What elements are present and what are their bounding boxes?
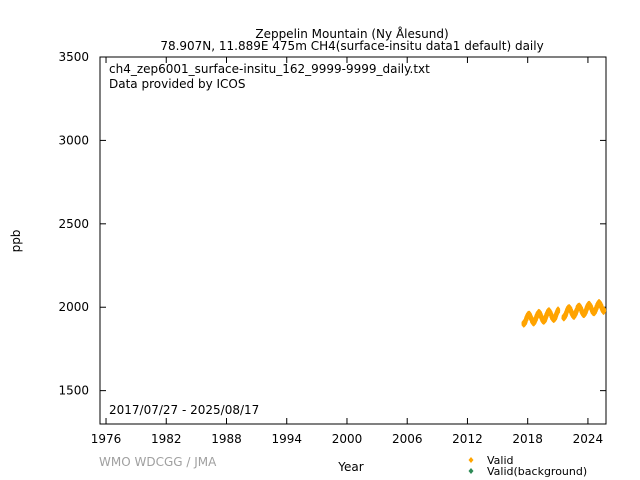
x-tick-label: 2006: [392, 432, 423, 446]
data-point-valid: [556, 309, 561, 315]
y-tick-label: 3000: [58, 133, 89, 147]
data-points: [521, 299, 607, 328]
x-tick-label: 1976: [91, 432, 122, 446]
y-axis: 1500 2000 2500 3000 3500: [58, 50, 606, 398]
provider-label: Data provided by ICOS: [109, 77, 245, 91]
x-tick-label: 1982: [151, 432, 182, 446]
y-tick-label: 1500: [58, 384, 89, 398]
legend-marker-valid: [468, 457, 474, 463]
y-tick-label: 2000: [58, 300, 89, 314]
x-axis: 1976 1982 1988 1994 2000 2006 2012 2018 2024: [91, 57, 603, 446]
y-tick-label: 3500: [58, 50, 89, 64]
x-axis-label: Year: [337, 460, 363, 474]
date-range-label: 2017/07/27 - 2025/08/17: [109, 403, 259, 417]
x-tick-label: 2000: [332, 432, 363, 446]
chart-title: Zeppelin Mountain (Ny Ålesund): [255, 26, 448, 41]
legend-marker-valid-background: [468, 468, 474, 474]
x-tick-label: 2018: [512, 432, 543, 446]
file-label: ch4_zep6001_surface-insitu_162_9999-9999…: [109, 62, 430, 76]
chart-subtitle: 78.907N, 11.889E 475m CH4(surface-insitu…: [160, 39, 543, 53]
x-tick-label: 1988: [211, 432, 242, 446]
y-tick-label: 2500: [58, 217, 89, 231]
x-tick-label: 2024: [573, 432, 604, 446]
data-point-valid: [602, 307, 607, 313]
legend: Valid Valid(background): [468, 454, 587, 478]
x-tick-label: 2012: [452, 432, 483, 446]
x-tick-label: 1994: [271, 432, 302, 446]
credit-label: WMO WDCGG / JMA: [99, 455, 217, 469]
plot-area: [99, 56, 607, 425]
legend-label-valid: Valid: [487, 454, 514, 467]
legend-label-valid-background: Valid(background): [487, 465, 587, 478]
y-axis-label: ppb: [9, 230, 23, 253]
